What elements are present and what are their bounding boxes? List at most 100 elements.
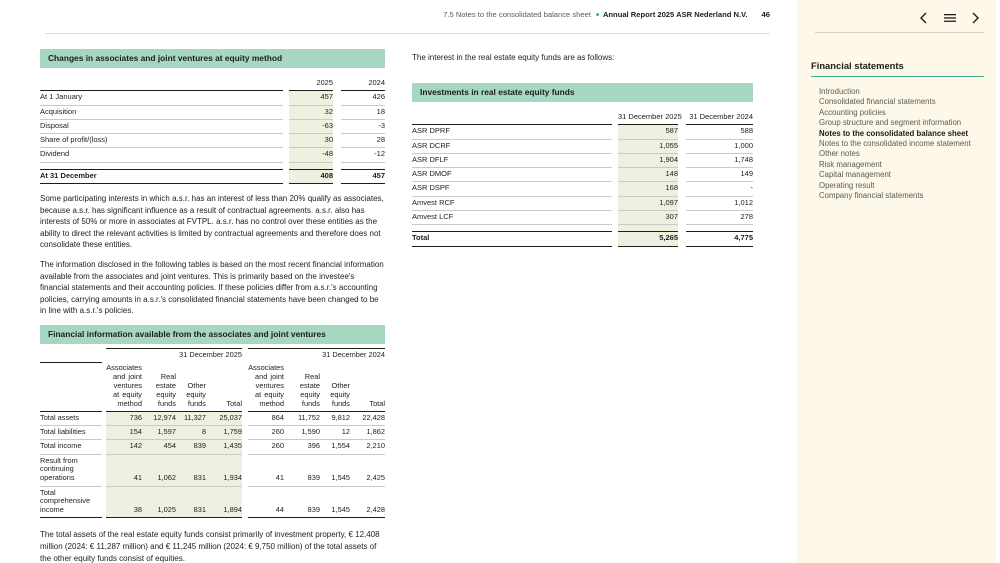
cell-value: 1,590 xyxy=(284,425,320,441)
cell-value: 168 xyxy=(618,181,678,197)
group-header-2024: 31 December 2024 xyxy=(248,348,385,363)
sidebar-item-accounting-policies[interactable]: Accounting policies xyxy=(819,107,886,117)
cell-value: 1,862 xyxy=(350,425,385,441)
sidebar-item-operating-result[interactable]: Operating result xyxy=(819,180,875,190)
cell-value: 41 xyxy=(106,454,142,487)
investments-table: 31 December 2025 31 December 2024 ASR DP… xyxy=(412,111,753,247)
cell-value: 8 xyxy=(176,425,206,441)
row-label: At 1 January xyxy=(40,90,283,106)
row-label: ASR DCRF xyxy=(412,139,612,154)
cell-value: 1,894 xyxy=(206,486,242,519)
column-header: Other equity funds xyxy=(320,362,350,412)
cell-value: 149 xyxy=(686,167,753,183)
cell-value: 11,752 xyxy=(284,411,320,427)
row-label: ASR DMOF xyxy=(412,167,612,183)
cell-value: 41 xyxy=(248,454,284,487)
breadcrumb-section: 7.5 Notes to the consolidated balance sh… xyxy=(443,10,591,19)
sidebar-divider xyxy=(815,32,984,33)
sidebar-item-other-notes[interactable]: Other notes xyxy=(819,149,860,159)
sidebar-item-risk-management[interactable]: Risk management xyxy=(819,159,882,169)
cell-value: 154 xyxy=(106,425,142,441)
cell-value: 1,012 xyxy=(686,196,753,212)
cell-value: 9,812 xyxy=(320,411,350,427)
table-row: Amvest LCF 307 278 xyxy=(412,210,753,226)
sidebar-item-introduction[interactable]: Introduction xyxy=(819,87,860,96)
cell-value: 260 xyxy=(248,425,284,441)
cell-value: 4,775 xyxy=(686,231,753,247)
row-label: Amvest LCF xyxy=(412,210,612,226)
cell-value: 142 xyxy=(106,439,142,455)
sidebar-item-notes-balance-sheet[interactable]: Notes to the consolidated balance sheet xyxy=(819,128,969,138)
table-row: ASR DFLF 1,904 1,748 xyxy=(412,153,753,169)
cell-value: 44 xyxy=(248,486,284,519)
row-label: At 31 December xyxy=(40,168,283,185)
cell-value: 457 xyxy=(341,168,385,185)
row-label: Total income xyxy=(40,439,102,455)
table-row: Total income 142 454 839 1,435 260 396 1… xyxy=(40,439,385,455)
table-header-row: 2025 2024 xyxy=(40,77,385,92)
breadcrumb: 7.5 Notes to the consolidated balance sh… xyxy=(0,10,770,19)
breadcrumb-report-title: Annual Report 2025 ASR Nederland N.V. xyxy=(602,10,748,19)
header-spacer xyxy=(40,349,102,363)
cell-value: 278 xyxy=(686,210,753,226)
cell-value: 260 xyxy=(248,439,284,455)
cell-value: 38 xyxy=(106,486,142,519)
interest-intro-text: The interest in the real estate equity f… xyxy=(412,53,615,62)
table-row: Acquisition 32 18 xyxy=(40,105,385,120)
table-row: ASR DMOF 148 149 xyxy=(412,167,753,183)
chevron-right-icon[interactable] xyxy=(969,12,982,25)
cell-value: 1,025 xyxy=(142,486,176,519)
sidebar-item-notes-income-statement[interactable]: Notes to the consolidated income stateme… xyxy=(819,139,971,149)
paragraph-information-disclosed: The information disclosed in the followi… xyxy=(40,260,384,316)
cell-value: 831 xyxy=(176,454,206,487)
cell-value: -12 xyxy=(341,147,385,163)
table-row: Amvest RCF 1,097 1,012 xyxy=(412,196,753,212)
right-column: The interest in the real estate equity f… xyxy=(412,49,753,247)
cell-value: 1,055 xyxy=(618,139,678,154)
changes-table-title: Changes in associates and joint ventures… xyxy=(40,49,385,68)
cell-value: 831 xyxy=(176,486,206,519)
sidebar-item-capital-management[interactable]: Capital management xyxy=(819,170,891,180)
group-header-row: 31 December 2025 31 December 2024 xyxy=(40,348,385,363)
sidebar-item-consolidated-financial-statements[interactable]: Consolidated financial statements xyxy=(819,97,936,107)
row-label: Result from continuing operations xyxy=(40,454,102,487)
header-spacer xyxy=(40,77,283,92)
spacer-row xyxy=(40,162,385,170)
row-label: ASR DSPF xyxy=(412,181,612,197)
cell-value: - xyxy=(686,181,753,197)
cell-value: 1,097 xyxy=(618,196,678,212)
row-label: ASR DPRF xyxy=(412,124,612,140)
table-row: Total assets 736 12,974 11,327 25,037 86… xyxy=(40,411,385,427)
sidebar-item-group-structure[interactable]: Group structure and segment information xyxy=(819,118,962,128)
row-label: Disposal xyxy=(40,119,283,135)
cell-value: 5,265 xyxy=(618,231,678,247)
cell-value: 426 xyxy=(341,90,385,106)
cell-value: 396 xyxy=(284,439,320,455)
table-row: Result from continuing operations 41 1,0… xyxy=(40,454,385,487)
cell-value: 12 xyxy=(320,425,350,441)
cell-value: 32 xyxy=(289,105,333,120)
spacer-row xyxy=(412,224,753,232)
changes-table: 2025 2024 At 1 January 457 426 Acquisiti… xyxy=(40,77,385,185)
header-spacer xyxy=(40,361,102,412)
cell-value: 18 xyxy=(341,105,385,120)
column-header: Total xyxy=(350,362,385,412)
cell-value: 839 xyxy=(284,454,320,487)
paragraph-total-assets-note: The total assets of the real estate equi… xyxy=(40,530,380,563)
column-header: Total xyxy=(206,362,242,412)
sidebar-item-company-financial-statements[interactable]: Company financial statements xyxy=(819,191,924,201)
column-header: Real estate equity funds xyxy=(142,362,176,412)
menu-icon[interactable] xyxy=(943,12,956,25)
table-row: Share of profit/(loss) 30 28 xyxy=(40,133,385,149)
cell-value: 864 xyxy=(248,411,284,427)
column-header-2025: 2025 xyxy=(289,77,333,92)
table-row: Total comprehensive income 38 1,025 831 … xyxy=(40,486,385,519)
cell-value: 839 xyxy=(284,486,320,519)
chevron-left-icon[interactable] xyxy=(917,12,930,25)
cell-value: 307 xyxy=(618,210,678,226)
financial-information-table-title: Financial information available from the… xyxy=(40,325,385,345)
table-row: ASR DCRF 1,055 1,000 xyxy=(412,139,753,154)
column-header: Associates and joint ventures at equity … xyxy=(106,362,142,412)
row-label: Dividend xyxy=(40,147,283,163)
table-row: Dividend -48 -12 xyxy=(40,147,385,163)
